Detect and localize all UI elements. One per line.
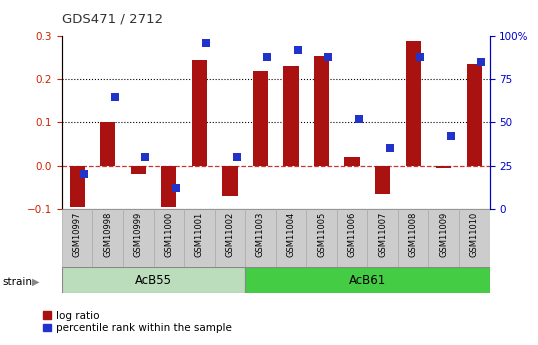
Text: GSM10997: GSM10997 [73, 211, 82, 257]
Point [202, 40, 210, 46]
Text: GSM11005: GSM11005 [317, 211, 326, 257]
Point [110, 94, 119, 99]
Bar [62, 267, 245, 293]
Bar [222, 166, 238, 196]
Text: GSM11010: GSM11010 [470, 211, 479, 257]
Text: AcB61: AcB61 [349, 274, 386, 287]
Text: AcB55: AcB55 [135, 274, 172, 287]
Point [447, 134, 455, 139]
Bar [284, 66, 299, 166]
Point [416, 54, 424, 60]
Text: ▶: ▶ [32, 277, 40, 287]
Text: GSM11003: GSM11003 [256, 211, 265, 257]
Bar [93, 209, 123, 267]
Text: GSM11002: GSM11002 [225, 211, 235, 257]
Bar [245, 267, 490, 293]
Bar [253, 71, 268, 166]
Bar [100, 122, 115, 166]
Bar [276, 209, 306, 267]
Point [263, 54, 272, 60]
Point [385, 146, 394, 151]
Text: GSM10999: GSM10999 [134, 211, 143, 257]
Bar [337, 209, 367, 267]
Bar [375, 166, 390, 194]
Bar [215, 209, 245, 267]
Bar [406, 40, 421, 166]
Bar [398, 209, 428, 267]
Point [232, 154, 241, 160]
Text: GSM11000: GSM11000 [164, 211, 173, 257]
Bar [344, 157, 360, 166]
Point [324, 54, 332, 60]
Point [355, 116, 363, 122]
Bar [314, 56, 329, 166]
Text: GDS471 / 2712: GDS471 / 2712 [62, 12, 163, 25]
Bar [245, 209, 275, 267]
Text: strain: strain [3, 277, 33, 287]
Point [80, 171, 88, 177]
Point [141, 154, 150, 160]
Point [477, 59, 485, 65]
Point [172, 185, 180, 191]
Bar [123, 209, 153, 267]
Bar [459, 209, 490, 267]
Bar [153, 209, 184, 267]
Text: GSM11009: GSM11009 [439, 211, 448, 257]
Bar [62, 209, 93, 267]
Bar [192, 60, 207, 166]
Bar [161, 166, 176, 207]
Bar [367, 209, 398, 267]
Bar [428, 209, 459, 267]
Bar [69, 166, 85, 207]
Bar [436, 166, 451, 168]
Text: GSM11006: GSM11006 [348, 211, 357, 257]
Point [294, 47, 302, 53]
Bar [184, 209, 215, 267]
Text: GSM11008: GSM11008 [409, 211, 417, 257]
Text: GSM11004: GSM11004 [287, 211, 295, 257]
Bar [131, 166, 146, 174]
Text: GSM10998: GSM10998 [103, 211, 112, 257]
Text: GSM11001: GSM11001 [195, 211, 204, 257]
Text: GSM11007: GSM11007 [378, 211, 387, 257]
Legend: log ratio, percentile rank within the sample: log ratio, percentile rank within the sa… [43, 310, 232, 333]
Bar [466, 64, 482, 166]
Bar [306, 209, 337, 267]
